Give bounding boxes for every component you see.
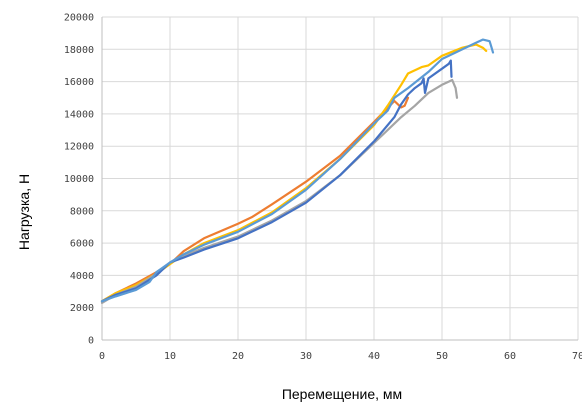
y-tick-label: 18000 [64, 45, 94, 56]
series-line-2 [100, 43, 488, 303]
y-tick-label: 4000 [70, 271, 94, 282]
x-tick-label: 20 [232, 351, 244, 362]
series-group [100, 38, 495, 304]
series-line-4 [100, 59, 453, 303]
axes [101, 17, 578, 341]
x-tick-label: 30 [300, 351, 312, 362]
x-tick-label: 50 [436, 351, 448, 362]
x-tick-label: 40 [368, 351, 380, 362]
y-tick-label: 12000 [64, 142, 94, 153]
y-tick-label: 14000 [64, 109, 94, 120]
x-tick-label: 0 [99, 351, 105, 362]
y-tick-label: 16000 [64, 77, 94, 88]
y-tick-label: 6000 [70, 239, 94, 250]
x-tick-label: 10 [164, 351, 176, 362]
y-tick-label: 10000 [64, 174, 94, 185]
series-line-1 [100, 96, 410, 303]
x-axis-title: Перемещение, мм [282, 386, 402, 402]
y-tick-label: 2000 [70, 303, 94, 314]
x-tick-label: 70 [572, 351, 582, 362]
grid [102, 16, 579, 340]
y-tick-label: 20000 [64, 13, 94, 24]
tick-labels: 0 2000 4000 6000 8000 10000 12000 14000 16000 180… [64, 13, 582, 363]
x-tick-label: 60 [504, 351, 516, 362]
y-axis-title: Нагрузка, Н [16, 174, 32, 250]
y-tick-label: 0 [88, 336, 94, 347]
series-line-5 [100, 38, 495, 303]
y-tick-label: 8000 [70, 206, 94, 217]
